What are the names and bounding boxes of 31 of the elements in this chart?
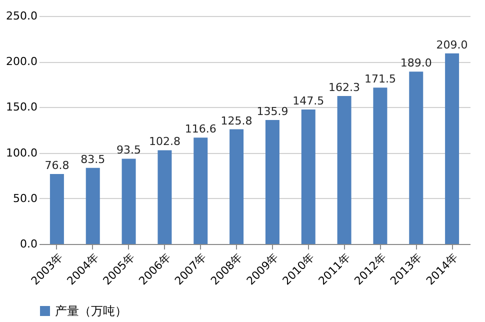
bar [86,168,100,244]
bar [301,109,316,244]
data-label: 93.5 [116,144,142,157]
legend-label: 产量（万吨） [55,304,127,318]
bar [122,158,136,244]
y-tick-label: 0.0 [20,238,38,250]
data-label: 83.5 [80,152,106,166]
data-label: 189.0 [400,56,432,70]
bar [373,88,388,244]
data-label: 125.8 [220,114,252,128]
y-tick-label: 150.0 [6,100,38,114]
y-tick-label: 100.0 [6,146,38,160]
bar [194,138,208,244]
data-label: 135.9 [256,105,288,118]
bar [265,120,280,244]
bar [50,174,64,244]
y-tick-label: 50.0 [13,192,38,205]
data-label: 147.5 [292,94,324,108]
bar [445,53,460,244]
bar [409,72,424,244]
bar [337,96,352,244]
data-label: 102.8 [148,135,180,148]
y-tick-label: 250.0 [6,10,38,22]
y-tick-label: 200.0 [6,55,38,68]
data-label: 162.3 [328,80,360,94]
bar [230,129,244,244]
data-label: 209.0 [436,38,468,52]
bar [158,150,172,244]
data-label: 76.8 [44,158,70,172]
data-label: 116.6 [184,122,216,136]
data-label: 171.5 [364,72,396,86]
